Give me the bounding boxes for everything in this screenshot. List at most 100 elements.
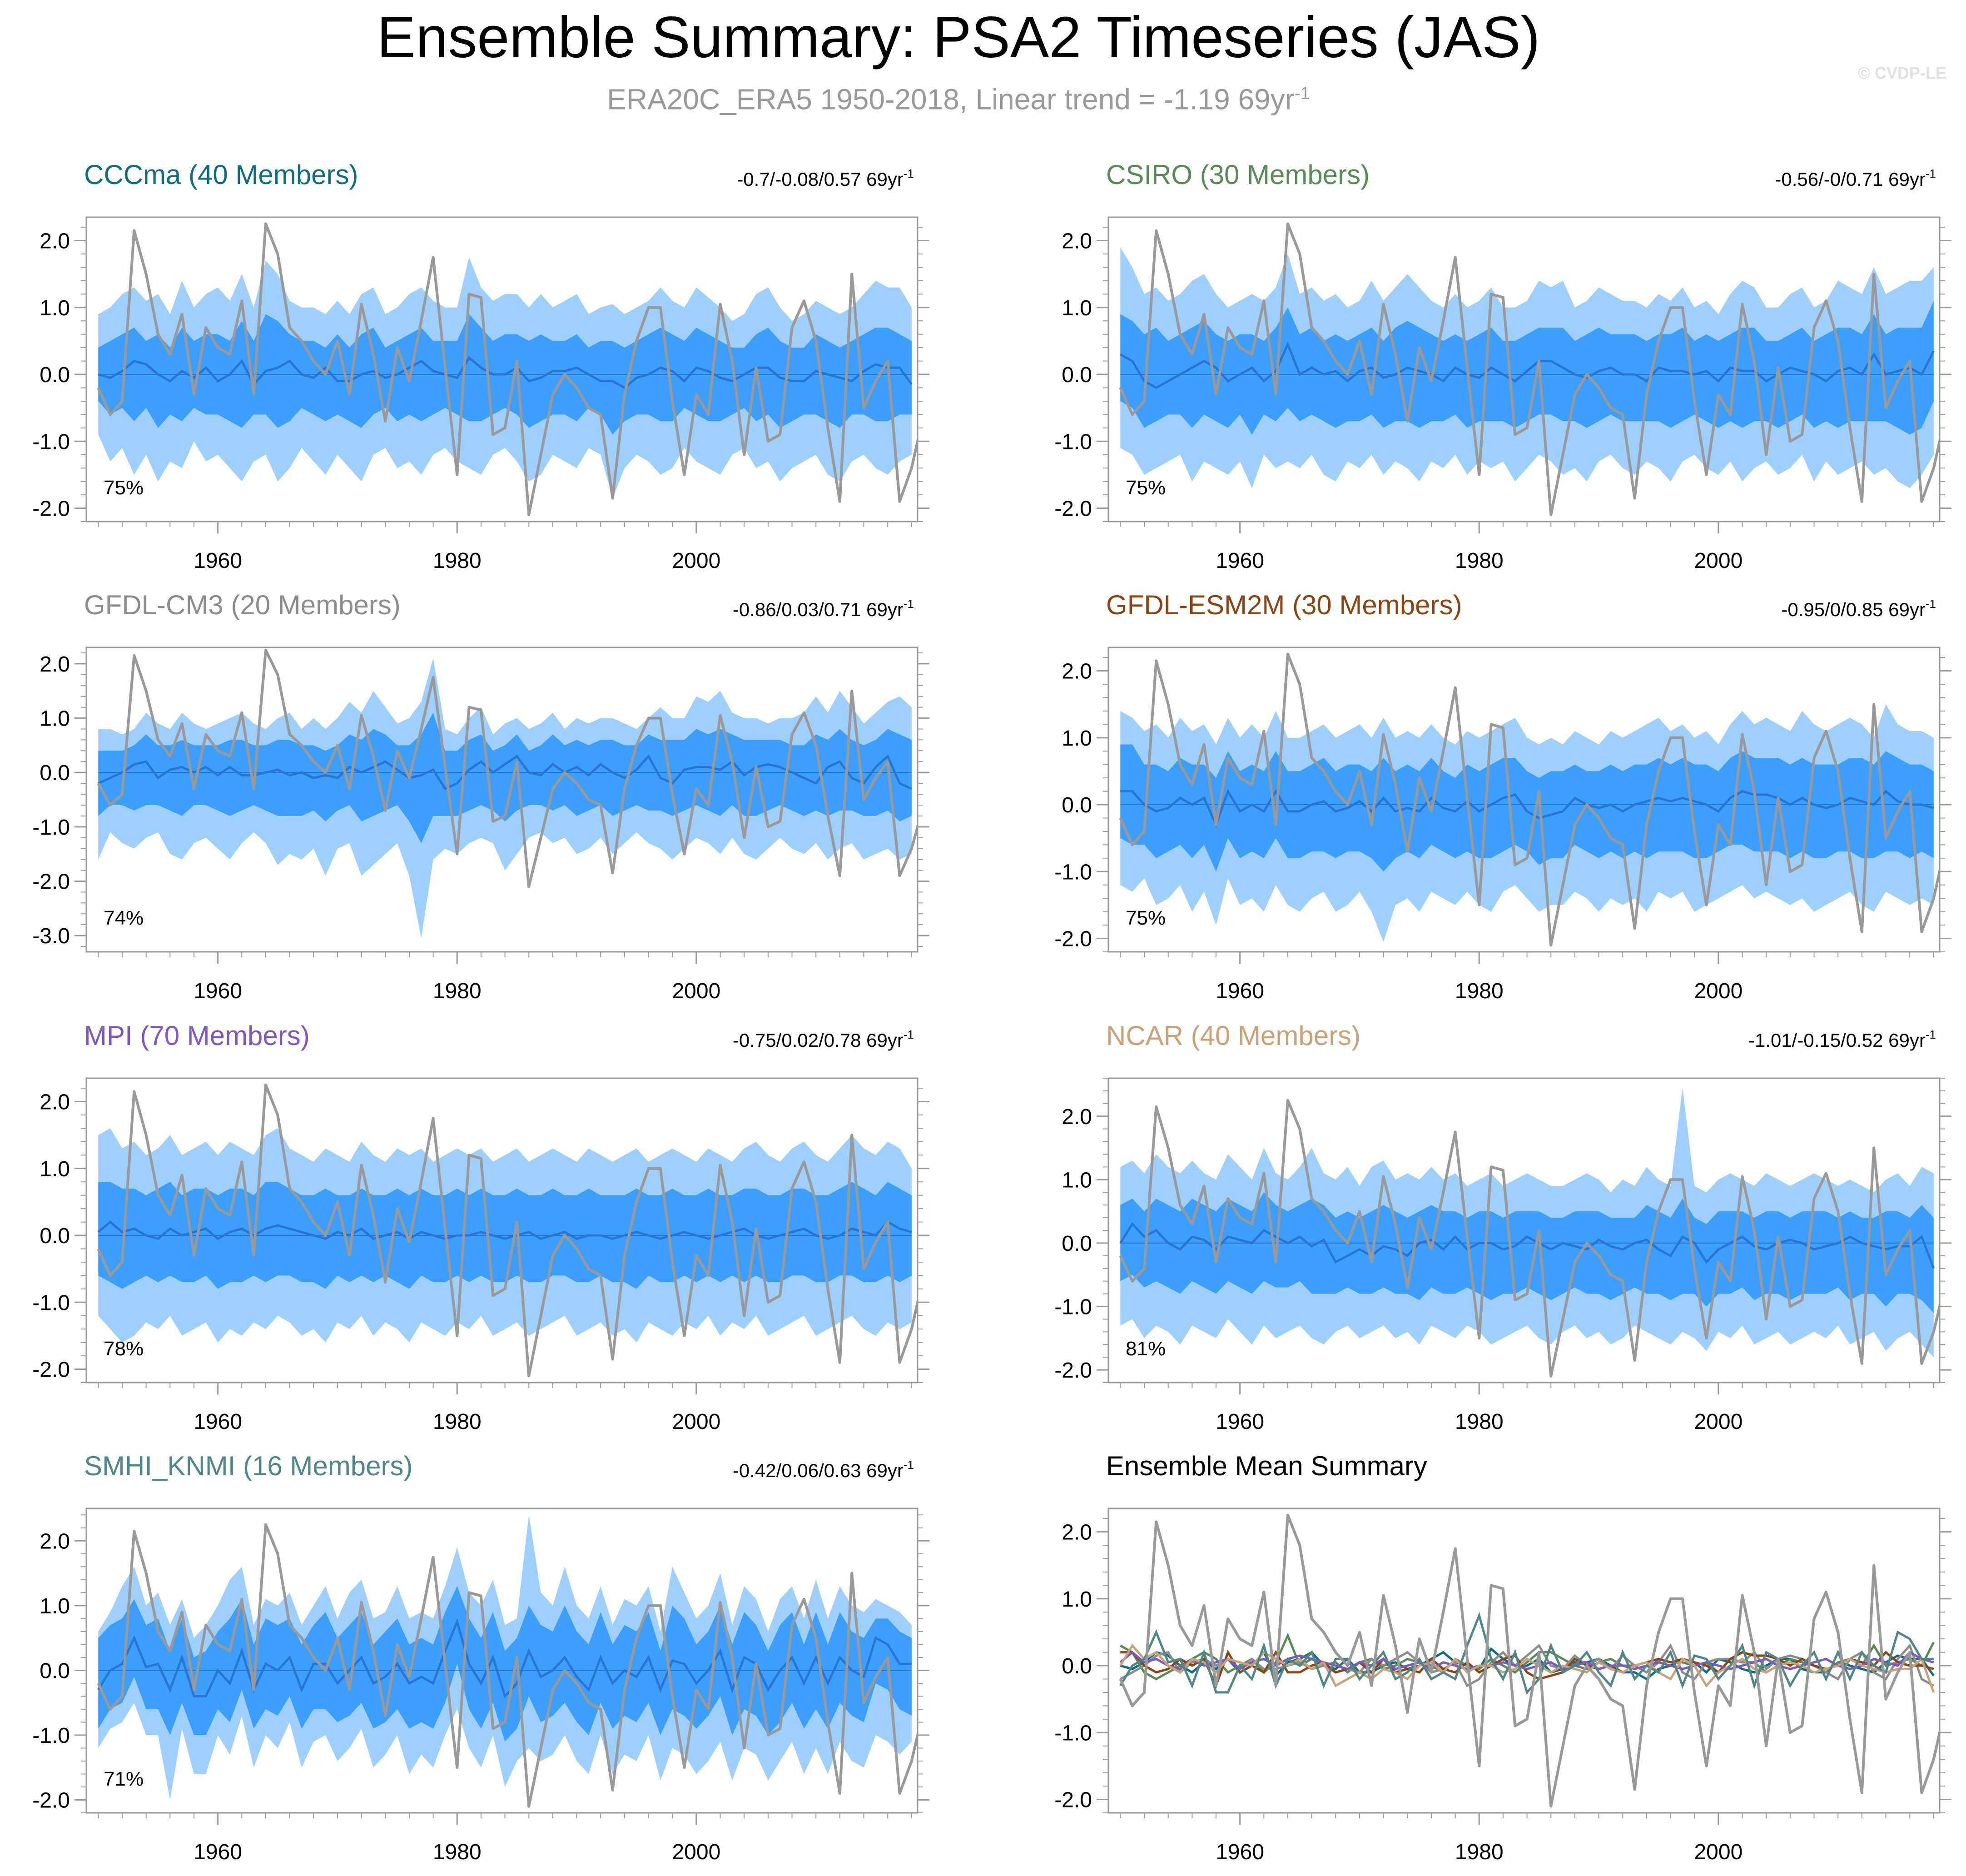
y-tick-label: 0.0 <box>40 1224 70 1248</box>
y-tick-label: -2.0 <box>1054 497 1092 521</box>
y-tick-label: -1.0 <box>32 1724 70 1748</box>
y-tick-label: -2.0 <box>1054 927 1092 951</box>
y-tick-label: 1.0 <box>40 707 70 731</box>
ensemble-mean-line <box>97 1618 912 1699</box>
page-subtitle: ERA20C_ERA5 1950-2018, Linear trend = -1… <box>0 76 1917 116</box>
page-title: Ensemble Summary: PSA2 Timeseries (JAS) <box>377 5 1540 70</box>
plot-area <box>1119 222 1940 517</box>
y-tick-label: 2.0 <box>1062 1521 1092 1545</box>
plot-area <box>1119 1513 1940 1808</box>
panel-3: GFDL-ESM2M (30 Members) -0.95/0/0.85 69yr… <box>1054 590 1951 1003</box>
plot-area <box>97 222 918 517</box>
y-tick-label: -1.0 <box>32 816 70 840</box>
x-tick-label: 1980 <box>1455 1410 1504 1434</box>
x-tick-label: 1960 <box>1216 979 1264 1003</box>
panel-frame <box>85 1508 918 1814</box>
y-tick-label: 1.0 <box>40 1594 70 1618</box>
trend-text: -0.95/0/0.85 69yr <box>1781 599 1926 620</box>
panel-percent-label: 75% <box>104 477 144 499</box>
y-tick-label: 1.0 <box>40 1157 70 1181</box>
x-tick-label: 2000 <box>672 549 720 573</box>
panel-trend-label: -1.01/-0.15/0.52 69yr-1 <box>1748 1028 1936 1051</box>
plot-area <box>97 1083 918 1378</box>
y-tick-label: -1.0 <box>32 430 70 454</box>
y-tick-label: -1.0 <box>1054 1295 1092 1319</box>
x-tick-label: 2000 <box>1694 979 1743 1003</box>
trend-superscript: -1 <box>1926 167 1936 180</box>
x-tick-label: 2000 <box>1694 549 1743 573</box>
y-tick-label: 2.0 <box>40 1090 70 1115</box>
panel-title: Ensemble Mean Summary <box>1106 1451 1427 1481</box>
y-tick-label: 2.0 <box>1062 229 1092 254</box>
panel-title: SMHI_KNMI (16 Members) <box>84 1451 412 1481</box>
panel-percent-label: 71% <box>104 1768 144 1790</box>
panel-title: GFDL-ESM2M (30 Members) <box>1106 590 1462 620</box>
trend-text: -0.56/-0/0.71 69yr <box>1775 169 1926 190</box>
y-tick-label: 2.0 <box>40 652 70 677</box>
observed-line <box>1119 652 1940 947</box>
trend-superscript: -1 <box>1926 597 1936 611</box>
panel-title: NCAR (40 Members) <box>1106 1020 1360 1051</box>
panel-percent-label: 74% <box>104 907 144 929</box>
x-tick-label: 2000 <box>672 979 720 1003</box>
subtitle-superscript: -1 <box>1295 84 1310 103</box>
trend-superscript: -1 <box>904 167 914 180</box>
ensemble-mean-line <box>98 754 912 791</box>
trend-superscript: -1 <box>904 1458 914 1472</box>
y-tick-label: 0.0 <box>40 761 70 785</box>
y-tick-label: 0.0 <box>1062 1232 1092 1256</box>
y-tick-label: -2.0 <box>32 1358 70 1382</box>
panel-trend-label: -0.56/-0/0.71 69yr-1 <box>1775 167 1936 190</box>
observed-line <box>97 649 918 888</box>
y-tick-label: 2.0 <box>40 1529 70 1553</box>
panel-frame <box>1107 216 1941 522</box>
trend-superscript: -1 <box>1926 1028 1936 1041</box>
panel-0: CCCma (40 Members) -0.7/-0.08/0.57 69yr-1… <box>32 159 929 573</box>
x-tick-label: 1980 <box>1455 1840 1504 1864</box>
inner-spread-band <box>1120 301 1934 435</box>
x-tick-label: 1960 <box>1216 1410 1264 1434</box>
summary-line-smhi_knmi <box>1119 1612 1934 1695</box>
panel-frame <box>1107 647 1941 953</box>
panel-percent-label: 75% <box>1126 907 1166 929</box>
y-tick-label: -2.0 <box>1054 1358 1092 1383</box>
ensemble-mean-line <box>98 356 913 389</box>
observed-line <box>1119 1513 1940 1808</box>
subtitle-text: ERA20C_ERA5 1950-2018, Linear trend = -1… <box>607 83 1295 116</box>
panel-trend-label: -0.75/0.02/0.78 69yr-1 <box>733 1028 914 1051</box>
x-tick-label: 1980 <box>433 979 482 1003</box>
panel-percent-label: 78% <box>104 1338 144 1360</box>
panel-title: CCCma (40 Members) <box>84 159 358 190</box>
panel-title: CSIRO (30 Members) <box>1106 159 1370 190</box>
x-tick-label: 1980 <box>1455 979 1504 1003</box>
panel-title: GFDL-CM3 (20 Members) <box>84 590 401 620</box>
panel-title: MPI (70 Members) <box>84 1020 310 1051</box>
panel-7: Ensemble Mean Summary -2.0 -1.0 0.0 1.0 2.0 19… <box>1054 1451 1951 1864</box>
x-tick-label: 1980 <box>433 1840 482 1864</box>
panel-trend-label: -0.86/0.03/0.71 69yr-1 <box>733 597 914 620</box>
y-tick-label: 0.0 <box>1062 793 1092 817</box>
x-tick-label: 1960 <box>194 1840 242 1864</box>
y-tick-label: -2.0 <box>32 870 70 894</box>
x-tick-label: 1980 <box>433 549 482 573</box>
x-tick-label: 1980 <box>1455 549 1504 573</box>
y-tick-label: -1.0 <box>1054 860 1092 884</box>
panel-percent-label: 75% <box>1126 477 1166 499</box>
y-tick-label: -1.0 <box>1054 1721 1092 1745</box>
observed-line <box>1119 1099 1940 1378</box>
observed-line <box>97 1083 918 1378</box>
panel-frame <box>1107 1508 1941 1814</box>
x-tick-label: 2000 <box>672 1410 720 1434</box>
y-tick-label: -1.0 <box>1054 430 1092 454</box>
observed-line <box>97 1523 918 1808</box>
y-tick-label: 2.0 <box>1062 1105 1092 1129</box>
y-tick-label: -1.0 <box>32 1291 70 1315</box>
plot-area <box>97 649 918 939</box>
ensemble-mean-line <box>1120 341 1935 389</box>
y-tick-label: 1.0 <box>1062 1587 1092 1612</box>
y-tick-label: -2.0 <box>1054 1788 1092 1812</box>
observed-line <box>97 222 918 517</box>
y-tick-label: 2.0 <box>40 229 70 254</box>
trend-superscript: -1 <box>904 1028 914 1041</box>
